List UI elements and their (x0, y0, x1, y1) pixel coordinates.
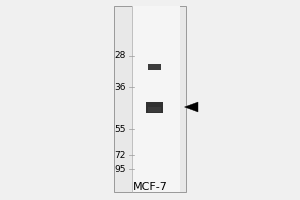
Text: MCF-7: MCF-7 (133, 182, 167, 192)
Polygon shape (184, 102, 198, 112)
Bar (114, 6, 186, 192)
Text: 28: 28 (115, 51, 126, 60)
Bar (148, 107, 161, 112)
Bar (132, 6, 180, 192)
Text: 55: 55 (115, 124, 126, 134)
Text: 72: 72 (115, 150, 126, 160)
Bar (146, 102, 163, 112)
Text: 95: 95 (115, 164, 126, 173)
Bar (148, 64, 161, 70)
Text: 36: 36 (115, 83, 126, 92)
